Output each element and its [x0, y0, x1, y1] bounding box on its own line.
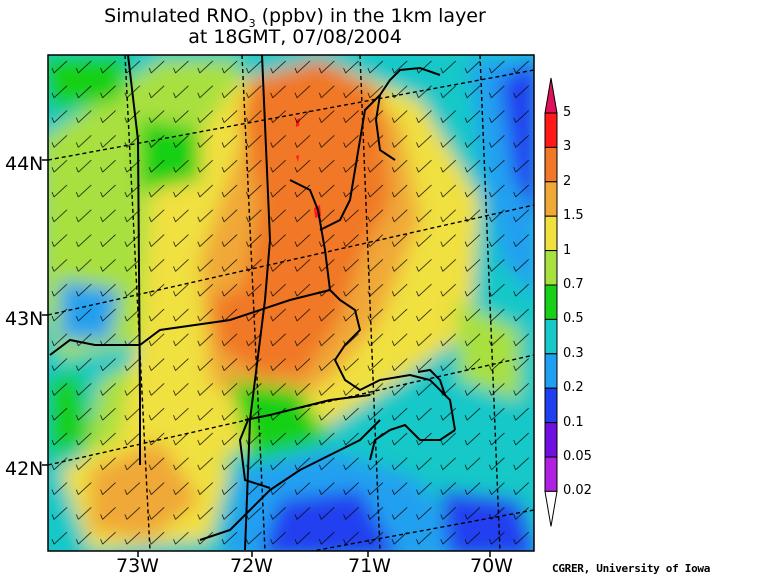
colorbar-segment	[544, 318, 558, 355]
map-frame	[47, 54, 535, 552]
colorbar-segment	[544, 146, 558, 183]
colorbar-segment	[544, 181, 558, 217]
colorbar-label: 3	[563, 139, 572, 155]
colorbar-segment	[544, 387, 558, 424]
colorbar-segment	[544, 284, 558, 320]
colorbar-label: 1	[563, 242, 572, 258]
colorbar-label: 0.1	[563, 414, 584, 430]
colorbar-segment	[544, 250, 558, 286]
colorbar-segment	[544, 456, 558, 492]
lat-label-42n: 42N	[5, 458, 44, 480]
plot-title-line2: at 18GMT, 07/08/2004	[188, 26, 402, 48]
colorbar-top-arrow	[544, 77, 558, 114]
colorbar-label: 5	[563, 105, 572, 120]
lat-label-43n: 43N	[5, 308, 44, 330]
credit-text: CGRER, University of Iowa	[552, 562, 711, 575]
colorbar	[544, 77, 558, 527]
colorbar-label: 2	[563, 173, 572, 189]
colorbar-label: 0.02	[563, 483, 592, 499]
field-layer	[48, 55, 534, 551]
colorbar-segment	[544, 422, 558, 458]
colorbar-label: 0.3	[563, 345, 584, 361]
colorbar-label: 0.5	[563, 311, 584, 327]
colorbar-label: 0.7	[563, 277, 584, 292]
colorbar-label: 0.2	[563, 380, 584, 396]
lon-label-73w: 73W	[116, 555, 159, 577]
lon-label-70w: 70W	[470, 555, 513, 577]
lon-label-72w: 72W	[230, 555, 273, 577]
lat-label-44n: 44N	[5, 153, 44, 175]
colorbar-segment	[544, 112, 558, 148]
colorbar-label: 1.5	[563, 208, 584, 224]
colorbar-bottom-arrow	[544, 490, 558, 527]
colorbar-segment	[544, 215, 558, 252]
plot-title-line1: Simulated RNO3 (ppbv) in the 1km layer	[104, 5, 486, 30]
lon-label-71w: 71W	[348, 555, 391, 577]
colorbar-label: 0.05	[563, 449, 592, 464]
colorbar-segment	[544, 353, 558, 389]
